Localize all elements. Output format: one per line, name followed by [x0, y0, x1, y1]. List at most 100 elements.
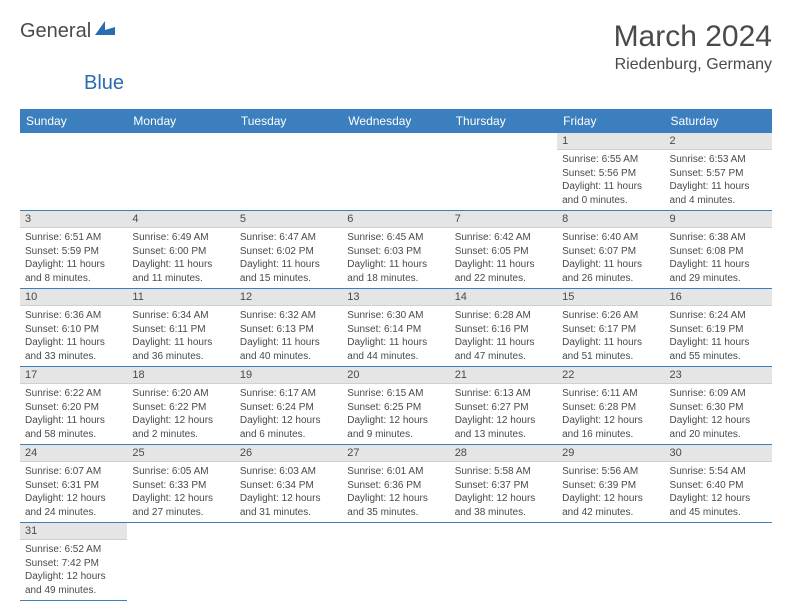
sunrise-text: Sunrise: 6:11 AM [562, 387, 659, 401]
day-number: 4 [127, 211, 234, 228]
calendar-cell: 7Sunrise: 6:42 AMSunset: 6:05 PMDaylight… [450, 211, 557, 289]
calendar-cell [235, 523, 342, 601]
sunrise-text: Sunrise: 6:51 AM [25, 231, 122, 245]
header: General March 2024 Riedenburg, Germany [20, 20, 772, 74]
sunset-text: Sunset: 6:24 PM [240, 401, 337, 415]
daylight-text: Daylight: 12 hours and 16 minutes. [562, 414, 659, 441]
calendar-cell: 23Sunrise: 6:09 AMSunset: 6:30 PMDayligh… [665, 367, 772, 445]
sunset-text: Sunset: 6:05 PM [455, 245, 552, 259]
daylight-text: Daylight: 11 hours and 18 minutes. [347, 258, 444, 285]
calendar-row: 31Sunrise: 6:52 AMSunset: 7:42 PMDayligh… [20, 523, 772, 601]
day-info: Sunrise: 6:11 AMSunset: 6:28 PMDaylight:… [557, 384, 664, 444]
daylight-text: Daylight: 12 hours and 24 minutes. [25, 492, 122, 519]
day-number: 1 [557, 133, 664, 150]
calendar-row: 17Sunrise: 6:22 AMSunset: 6:20 PMDayligh… [20, 367, 772, 445]
sunrise-text: Sunrise: 6:36 AM [25, 309, 122, 323]
calendar-cell: 11Sunrise: 6:34 AMSunset: 6:11 PMDayligh… [127, 289, 234, 367]
sunset-text: Sunset: 6:19 PM [670, 323, 767, 337]
day-number: 30 [665, 445, 772, 462]
daylight-text: Daylight: 11 hours and 44 minutes. [347, 336, 444, 363]
sunset-text: Sunset: 6:13 PM [240, 323, 337, 337]
sunrise-text: Sunrise: 6:55 AM [562, 153, 659, 167]
daylight-text: Daylight: 11 hours and 55 minutes. [670, 336, 767, 363]
calendar-row: 24Sunrise: 6:07 AMSunset: 6:31 PMDayligh… [20, 445, 772, 523]
calendar-cell: 2Sunrise: 6:53 AMSunset: 5:57 PMDaylight… [665, 133, 772, 211]
day-info: Sunrise: 6:40 AMSunset: 6:07 PMDaylight:… [557, 228, 664, 288]
calendar-cell [342, 523, 449, 601]
sunrise-text: Sunrise: 6:38 AM [670, 231, 767, 245]
day-number: 23 [665, 367, 772, 384]
daylight-text: Daylight: 12 hours and 49 minutes. [25, 570, 122, 597]
sunset-text: Sunset: 6:20 PM [25, 401, 122, 415]
sunrise-text: Sunrise: 5:58 AM [455, 465, 552, 479]
calendar-cell [665, 523, 772, 601]
sunset-text: Sunset: 6:28 PM [562, 401, 659, 415]
logo-flag-icon [95, 21, 115, 42]
day-info: Sunrise: 6:17 AMSunset: 6:24 PMDaylight:… [235, 384, 342, 444]
day-info: Sunrise: 5:58 AMSunset: 6:37 PMDaylight:… [450, 462, 557, 522]
sunset-text: Sunset: 6:14 PM [347, 323, 444, 337]
day-info: Sunrise: 6:36 AMSunset: 6:10 PMDaylight:… [20, 306, 127, 366]
weekday-header: Thursday [450, 109, 557, 133]
calendar-cell: 4 Sunrise: 6:49 AMSunset: 6:00 PMDaylight… [127, 211, 234, 289]
calendar-cell: 25Sunrise: 6:05 AMSunset: 6:33 PMDayligh… [127, 445, 234, 523]
calendar-cell: 1Sunrise: 6:55 AMSunset: 5:56 PMDaylight… [557, 133, 664, 211]
day-number: 15 [557, 289, 664, 306]
day-info: Sunrise: 6:28 AMSunset: 6:16 PMDaylight:… [450, 306, 557, 366]
calendar-cell: 28Sunrise: 5:58 AMSunset: 6:37 PMDayligh… [450, 445, 557, 523]
sunrise-text: Sunrise: 6:49 AM [132, 231, 229, 245]
sunrise-text: Sunrise: 6:09 AM [670, 387, 767, 401]
sunset-text: Sunset: 6:22 PM [132, 401, 229, 415]
calendar-cell: 6Sunrise: 6:45 AMSunset: 6:03 PMDaylight… [342, 211, 449, 289]
sunset-text: Sunset: 5:57 PM [670, 167, 767, 181]
sunrise-text: Sunrise: 6:53 AM [670, 153, 767, 167]
sunrise-text: Sunrise: 6:24 AM [670, 309, 767, 323]
calendar-cell: 10Sunrise: 6:36 AMSunset: 6:10 PMDayligh… [20, 289, 127, 367]
daylight-text: Daylight: 12 hours and 6 minutes. [240, 414, 337, 441]
calendar-cell [342, 133, 449, 211]
daylight-text: Daylight: 11 hours and 47 minutes. [455, 336, 552, 363]
day-info: Sunrise: 5:54 AMSunset: 6:40 PMDaylight:… [665, 462, 772, 522]
day-number: 28 [450, 445, 557, 462]
sunrise-text: Sunrise: 6:17 AM [240, 387, 337, 401]
day-info: Sunrise: 6:32 AMSunset: 6:13 PMDaylight:… [235, 306, 342, 366]
calendar-cell: 8Sunrise: 6:40 AMSunset: 6:07 PMDaylight… [557, 211, 664, 289]
sunset-text: Sunset: 6:00 PM [132, 245, 229, 259]
day-info: Sunrise: 6:51 AMSunset: 5:59 PMDaylight:… [20, 228, 127, 288]
calendar-cell: 20Sunrise: 6:15 AMSunset: 6:25 PMDayligh… [342, 367, 449, 445]
sunset-text: Sunset: 6:31 PM [25, 479, 122, 493]
weekday-header: Saturday [665, 109, 772, 133]
calendar-cell [450, 523, 557, 601]
day-info: Sunrise: 6:47 AMSunset: 6:02 PMDaylight:… [235, 228, 342, 288]
day-number: 14 [450, 289, 557, 306]
daylight-text: Daylight: 12 hours and 9 minutes. [347, 414, 444, 441]
daylight-text: Daylight: 11 hours and 4 minutes. [670, 180, 767, 207]
day-number: 12 [235, 289, 342, 306]
daylight-text: Daylight: 11 hours and 11 minutes. [132, 258, 229, 285]
daylight-text: Daylight: 12 hours and 45 minutes. [670, 492, 767, 519]
sunset-text: Sunset: 7:42 PM [25, 557, 122, 571]
calendar-cell: 5Sunrise: 6:47 AMSunset: 6:02 PMDaylight… [235, 211, 342, 289]
day-number: 5 [235, 211, 342, 228]
calendar-cell [20, 133, 127, 211]
sunrise-text: Sunrise: 6:34 AM [132, 309, 229, 323]
daylight-text: Daylight: 11 hours and 8 minutes. [25, 258, 122, 285]
day-number: 31 [20, 523, 127, 540]
daylight-text: Daylight: 11 hours and 29 minutes. [670, 258, 767, 285]
calendar-row: 10Sunrise: 6:36 AMSunset: 6:10 PMDayligh… [20, 289, 772, 367]
day-info: Sunrise: 6:52 AMSunset: 7:42 PMDaylight:… [20, 540, 127, 600]
day-number: 7 [450, 211, 557, 228]
sunrise-text: Sunrise: 6:52 AM [25, 543, 122, 557]
sunset-text: Sunset: 6:10 PM [25, 323, 122, 337]
day-number: 8 [557, 211, 664, 228]
day-info: Sunrise: 6:55 AMSunset: 5:56 PMDaylight:… [557, 150, 664, 210]
sunrise-text: Sunrise: 5:54 AM [670, 465, 767, 479]
calendar-cell: 15Sunrise: 6:26 AMSunset: 6:17 PMDayligh… [557, 289, 664, 367]
day-number: 20 [342, 367, 449, 384]
month-title: March 2024 [614, 20, 772, 54]
day-info: Sunrise: 6:26 AMSunset: 6:17 PMDaylight:… [557, 306, 664, 366]
calendar-cell: 31Sunrise: 6:52 AMSunset: 7:42 PMDayligh… [20, 523, 127, 601]
calendar-cell: 17Sunrise: 6:22 AMSunset: 6:20 PMDayligh… [20, 367, 127, 445]
sunset-text: Sunset: 6:37 PM [455, 479, 552, 493]
title-block: March 2024 Riedenburg, Germany [614, 20, 772, 74]
